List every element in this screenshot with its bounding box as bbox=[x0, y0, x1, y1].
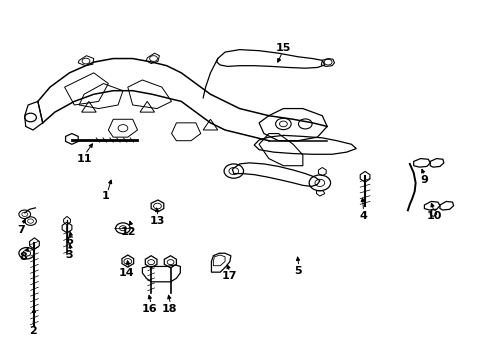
Text: 5: 5 bbox=[294, 266, 301, 276]
Text: 6: 6 bbox=[65, 236, 73, 246]
Text: 14: 14 bbox=[119, 268, 134, 278]
Text: 2: 2 bbox=[29, 326, 37, 336]
Text: 11: 11 bbox=[76, 154, 92, 163]
Text: 3: 3 bbox=[65, 250, 73, 260]
Text: 4: 4 bbox=[359, 211, 367, 221]
Text: 18: 18 bbox=[161, 303, 177, 314]
Text: 13: 13 bbox=[149, 216, 164, 226]
Text: 7: 7 bbox=[17, 225, 25, 235]
Text: 15: 15 bbox=[275, 43, 290, 53]
Text: 12: 12 bbox=[121, 227, 136, 237]
Text: 16: 16 bbox=[142, 303, 157, 314]
Text: 8: 8 bbox=[20, 252, 27, 262]
Text: 17: 17 bbox=[221, 271, 236, 282]
Text: 9: 9 bbox=[420, 175, 427, 185]
Text: 1: 1 bbox=[102, 191, 110, 201]
Text: 10: 10 bbox=[426, 211, 441, 221]
